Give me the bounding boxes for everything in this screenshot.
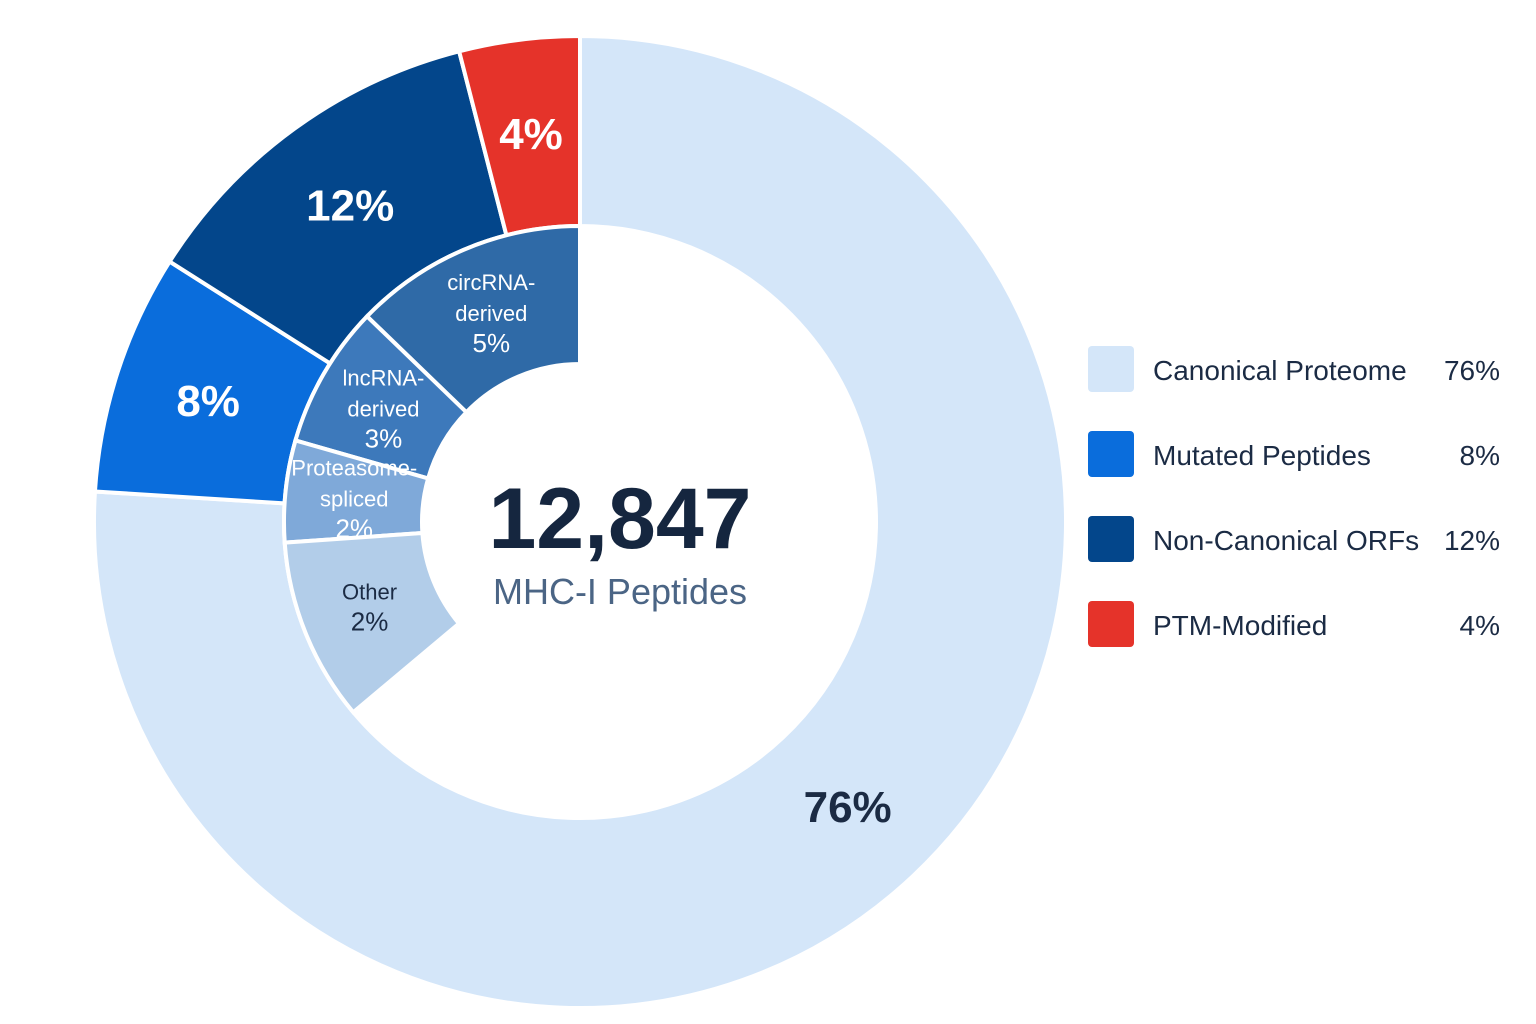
inner-label-circrna-derived-line-1: derived — [455, 301, 527, 326]
legend-item-mutated-peptides: Mutated Peptides 8% — [1088, 431, 1508, 477]
outer-label-mutated-peptides: 8% — [176, 377, 240, 426]
legend-label: Non-Canonical ORFs — [1153, 525, 1420, 556]
inner-slice-other — [282, 530, 462, 716]
outer-slice-canonical-proteome — [92, 33, 1068, 1010]
legend-value: 76% — [1443, 355, 1500, 386]
inner-label-other-line-1: 2% — [351, 607, 389, 637]
center-total: 12,847 — [488, 471, 751, 567]
slice-labels: 76%8%12%4%circRNA-derived5%lncRNA-derive… — [176, 110, 891, 832]
legend-value: 4% — [1459, 610, 1500, 641]
legend-label: Canonical Proteome — [1153, 355, 1407, 386]
legend-swatch — [1088, 516, 1134, 562]
inner-label-circrna-derived-line-2: 5% — [473, 328, 511, 358]
legend-swatch — [1088, 431, 1134, 477]
inner-label-proteasome-spliced-line-2: 2% — [335, 513, 373, 543]
inner-label-lncrna-derived-line-1: derived — [347, 397, 419, 422]
legend-swatch — [1088, 346, 1134, 392]
legend-value: 12% — [1443, 525, 1500, 556]
center-caption: MHC-I Peptides — [493, 571, 747, 612]
outer-label-ptm-modified: 4% — [499, 110, 563, 159]
inner-label-circrna-derived-line-0: circRNA- — [447, 270, 535, 295]
inner-slice-proteasome-spliced — [282, 437, 431, 545]
legend-swatch — [1088, 601, 1134, 647]
legend: Canonical Proteome 76% Mutated Peptides … — [1088, 346, 1508, 686]
legend-value: 8% — [1459, 440, 1500, 471]
legend-item-canonical-proteome: Canonical Proteome 76% — [1088, 346, 1508, 392]
inner-ring — [282, 223, 582, 716]
outer-label-canonical-proteome: 76% — [804, 783, 892, 832]
inner-label-lncrna-derived-line-2: 3% — [365, 424, 403, 454]
legend-item-ptm-modified: PTM-Modified 4% — [1088, 601, 1508, 647]
outer-ring — [92, 33, 1068, 1010]
inner-slice-lncrna-derived — [292, 313, 470, 481]
outer-label-non-canonical-orfs: 12% — [306, 182, 394, 231]
inner-label-proteasome-spliced-line-0: Proteasome- — [291, 455, 417, 480]
legend-item-non-canonical-orfs: Non-Canonical ORFs 12% — [1088, 516, 1508, 562]
legend-label: PTM-Modified — [1153, 610, 1328, 641]
inner-label-proteasome-spliced-line-1: spliced — [320, 486, 388, 511]
inner-label-lncrna-derived-line-0: lncRNA- — [342, 366, 424, 391]
inner-label-other-line-0: Other — [342, 580, 397, 605]
legend-label: Mutated Peptides — [1153, 440, 1371, 471]
